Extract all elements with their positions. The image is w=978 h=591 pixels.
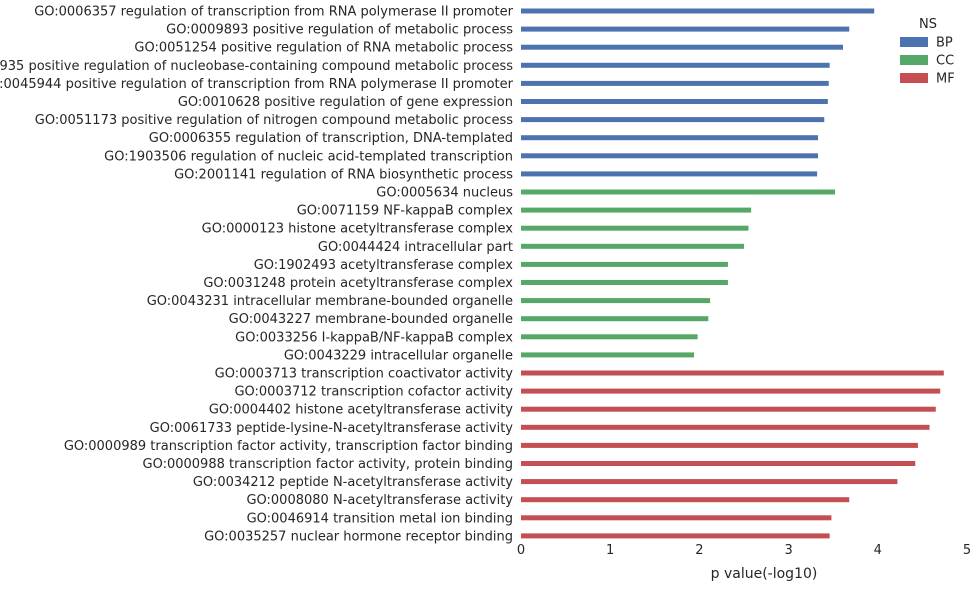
- x-axis-label: p value(-log10): [711, 566, 818, 582]
- category-label: GO:0000123 histone acetyltransferase com…: [202, 222, 514, 237]
- category-label: GO:0043231 intracellular membrane-bounde…: [147, 294, 513, 309]
- bar-cc: [521, 189, 835, 195]
- category-label: GO:0061733 peptide-lysine-N-acetyltransf…: [150, 421, 514, 436]
- category-label: GO:0006357 regulation of transcription f…: [34, 5, 513, 20]
- x-tick-label: 2: [695, 543, 703, 558]
- category-label: GO:0051254 positive regulation of RNA me…: [134, 41, 513, 56]
- bar-bp: [521, 8, 875, 14]
- category-label: GO:0043227 membrane-bounded organelle: [229, 312, 513, 327]
- x-axis-ticks: 0 1 2 3 4 5: [517, 543, 971, 558]
- bar-mf: [521, 406, 936, 412]
- category-label: GO:0000988 transcription factor activity…: [143, 457, 514, 472]
- category-label: GO:0004402 histone acetyltransferase act…: [209, 403, 513, 418]
- x-tick-label: 3: [784, 543, 792, 558]
- category-label: GO:0003712 transcription cofactor activi…: [234, 385, 513, 400]
- bar-mf: [521, 388, 941, 394]
- category-label: GO:1902493 acetyltransferase complex: [254, 258, 514, 273]
- category-label: GO:0010628 positive regulation of gene e…: [178, 95, 513, 110]
- category-label: GO:0046914 transition metal ion binding: [247, 511, 513, 526]
- bar-mf: [521, 497, 850, 503]
- bar-cc: [521, 207, 752, 213]
- legend-label-cc: CC: [936, 54, 954, 69]
- bar-mf: [521, 424, 930, 430]
- legend-swatch-bp: [900, 37, 928, 47]
- category-label: GO:0071159 NF-kappaB complex: [297, 204, 514, 219]
- bar-cc: [521, 316, 709, 322]
- bar-cc: [521, 280, 728, 285]
- bar-cc: [521, 225, 749, 231]
- category-label: GO:0043229 intracellular organelle: [284, 348, 513, 363]
- legend: NS BP CC MF: [900, 17, 955, 87]
- category-label: GO:0000989 transcription factor activity…: [64, 439, 513, 454]
- category-label: GO:0009893 positive regulation of metabo…: [166, 23, 513, 38]
- bar-bp: [521, 99, 828, 104]
- category-label: GO:0045935 positive regulation of nucleo…: [0, 59, 513, 74]
- category-label: GO:0008080 N-acetyltransferase activity: [246, 493, 513, 508]
- bar-mf: [521, 533, 830, 539]
- category-label: GO:0044424 intracellular part: [318, 240, 513, 255]
- x-tick-label: 4: [874, 543, 882, 558]
- category-label: GO:0006355 regulation of transcription, …: [149, 131, 513, 146]
- bar-cc: [521, 298, 711, 304]
- bar-bp: [521, 80, 829, 86]
- bar-cc: [521, 243, 744, 249]
- legend-title: NS: [919, 17, 937, 32]
- bar-mf: [521, 442, 918, 448]
- x-tick-label: 1: [606, 543, 614, 558]
- category-label: GO:0045944 positive regulation of transc…: [0, 77, 514, 92]
- bar-mf: [521, 479, 898, 485]
- bar-cc: [521, 334, 698, 340]
- x-tick-label: 5: [963, 543, 971, 558]
- bar-cc: [521, 261, 728, 267]
- category-label: GO:2001141 regulation of RNA biosyntheti…: [174, 167, 513, 182]
- bar-bp: [521, 44, 844, 50]
- bar-mf: [521, 370, 944, 376]
- bar-bp: [521, 62, 830, 68]
- category-label: GO:0003713 transcription coactivator act…: [215, 367, 514, 382]
- legend-label-bp: BP: [936, 36, 953, 51]
- bar-cc: [521, 352, 695, 358]
- x-tick-label: 0: [517, 543, 525, 558]
- category-labels-group: GO:0006357 regulation of transcription f…: [0, 5, 514, 545]
- bar-bp: [521, 26, 850, 32]
- bar-bp: [521, 171, 818, 177]
- legend-swatch-mf: [900, 73, 928, 83]
- bars-group: [521, 8, 944, 539]
- category-label: GO:0005634 nucleus: [376, 186, 513, 201]
- bar-mf: [521, 461, 916, 466]
- category-label: GO:1903506 regulation of nucleic acid-te…: [104, 149, 513, 164]
- bar-bp: [521, 117, 825, 123]
- legend-label-mf: MF: [936, 72, 955, 87]
- legend-swatch-cc: [900, 55, 928, 65]
- bar-bp: [521, 135, 819, 141]
- category-label: GO:0034212 peptide N-acetyltransferase a…: [193, 475, 513, 490]
- bar-mf: [521, 515, 832, 521]
- bar-bp: [521, 153, 819, 159]
- category-label: GO:0035257 nuclear hormone receptor bind…: [204, 529, 513, 544]
- category-label: GO:0031248 protein acetyltransferase com…: [203, 276, 513, 291]
- category-label: GO:0051173 positive regulation of nitrog…: [35, 113, 513, 128]
- category-label: GO:0033256 I-kappaB/NF-kappaB complex: [235, 330, 513, 345]
